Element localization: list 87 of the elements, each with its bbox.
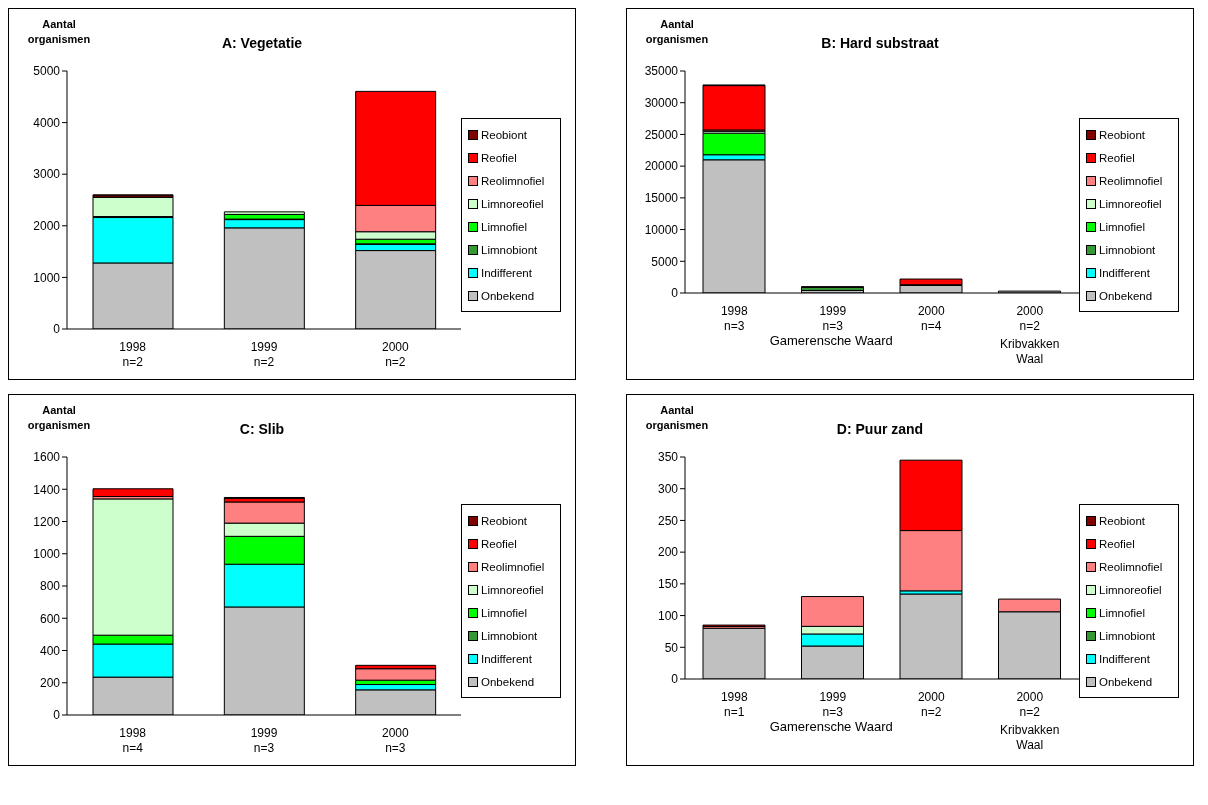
legend-label: Reobiont [1099,128,1146,141]
legend-label: Limnoreofiel [481,583,544,596]
y-tick-label: 25000 [644,127,679,142]
x-tick-label: 2000 n=4 [917,304,945,333]
legend-label: Onbekend [481,289,535,302]
y-tick-label: 300 [657,481,679,496]
legend-label: Reolimnofiel [1099,174,1163,187]
legend-label: Indifferent [481,266,532,279]
legend-label: Limnofiel [1099,606,1146,619]
y-tick-label: 4000 [33,115,61,130]
y-tick-label: 0 [53,322,61,337]
legend-label: Reobiont [481,128,528,141]
x-tick-label: 1998 n=3 [720,304,748,333]
chart-title: D: Puur zand [836,421,924,437]
y-tick-label: 1200 [33,514,61,529]
legend-label: Limnobiont [481,243,538,256]
y-tick-label: 50 [664,640,679,655]
x-tick-label: 1998 n=2 [119,340,147,369]
legend-label: Indifferent [1099,652,1150,665]
chart-title: B: Hard substraat [821,35,939,51]
y-tick-label: 20000 [644,159,679,174]
chart-title: A: Vegetatie [221,35,303,51]
x-tick-label: 2000 n=2 Kribvakken Waal [1000,690,1060,752]
x-tick-label: 1999 n=3 [819,304,847,333]
legend-label: Reofiel [1099,537,1135,550]
x-tick-label: 1999 n=3 [250,726,278,755]
legend-label: Indifferent [481,652,532,665]
y-tick-label: 0 [671,286,679,301]
legend-label: Limnoreofiel [1099,197,1162,210]
y-tick-label: 150 [657,577,679,592]
x-tick-label: 1998 n=4 [119,726,147,755]
y-tick-label: 100 [657,608,679,623]
y-tick-label: 30000 [644,95,679,110]
legend-label: Onbekend [1099,289,1153,302]
legend-label: Limnobiont [481,629,538,642]
y-tick-label: 1600 [33,450,61,465]
y-axis-title: Aantal organismen [644,403,710,433]
legend-label: Limnofiel [481,606,528,619]
y-tick-label: 5000 [33,64,61,79]
legend-label: Onbekend [1099,675,1153,688]
x-tick-label: 2000 n=2 [917,690,945,719]
y-tick-label: 5000 [651,254,679,269]
legend-label: Reofiel [481,151,517,164]
y-tick-label: 200 [39,676,61,691]
legend-label: Reolimnofiel [481,560,545,573]
text: Gamerensche Waard [768,333,894,348]
y-tick-label: 35000 [644,64,679,79]
y-tick-label: 0 [53,708,61,723]
legend-label: Reobiont [481,514,528,527]
legend-label: Reobiont [1099,514,1146,527]
y-axis-title: Aantal organismen [26,17,92,47]
x-tick-label: 2000 n=2 [381,340,409,369]
y-tick-label: 600 [39,611,61,626]
y-tick-label: 10000 [644,222,679,237]
x-tick-label: 1999 n=2 [250,340,278,369]
legend-label: Limnoreofiel [1099,583,1162,596]
text: Gamerensche Waard [768,719,894,734]
x-tick-label: 1998 n=1 [720,690,748,719]
legend-label: Indifferent [1099,266,1150,279]
y-tick-label: 3000 [33,167,61,182]
legend-label: Limnobiont [1099,629,1156,642]
legend-label: Limnofiel [481,220,528,233]
y-tick-label: 2000 [33,219,61,234]
y-tick-label: 0 [671,672,679,687]
x-tick-label: 2000 n=3 [381,726,409,755]
x-tick-label: 1999 n=3 [819,690,847,719]
chart-title: C: Slib [239,421,285,437]
y-tick-label: 1000 [33,547,61,562]
y-tick-label: 800 [39,579,61,594]
y-tick-label: 15000 [644,191,679,206]
y-tick-label: 250 [657,513,679,528]
y-tick-label: 1000 [33,270,61,285]
legend-label: Reolimnofiel [481,174,545,187]
y-axis-title: Aantal organismen [26,403,92,433]
y-axis-title: Aantal organismen [644,17,710,47]
y-tick-label: 400 [39,643,61,658]
legend-label: Onbekend [481,675,535,688]
y-tick-label: 1400 [33,482,61,497]
x-tick-label: 2000 n=2 Kribvakken Waal [1000,304,1060,366]
legend-label: Limnofiel [1099,220,1146,233]
y-tick-label: 200 [657,545,679,560]
legend-label: Reofiel [481,537,517,550]
legend-label: Reolimnofiel [1099,560,1163,573]
legend-label: Limnoreofiel [481,197,544,210]
legend-label: Reofiel [1099,151,1135,164]
legend-label: Limnobiont [1099,243,1156,256]
y-tick-label: 350 [657,450,679,465]
